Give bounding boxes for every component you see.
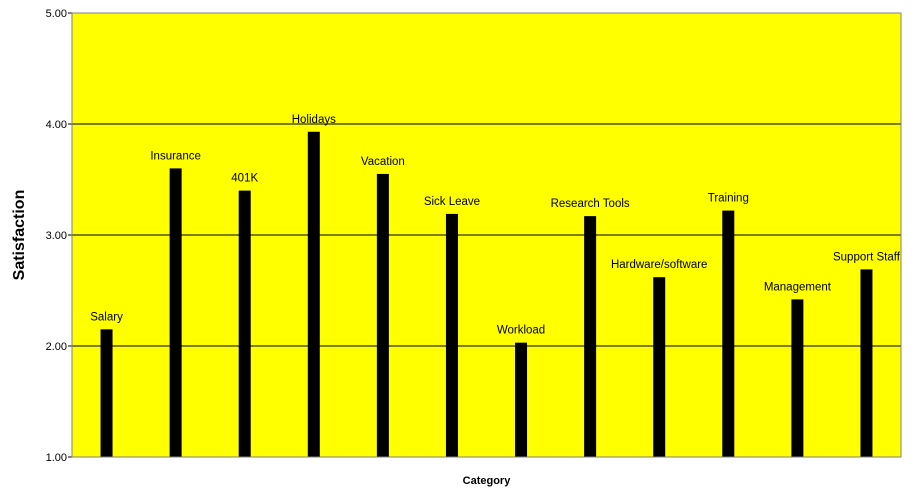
y-tick-label: 4.00 [46,119,67,131]
bar-label: Management [764,281,832,293]
bar-label: Insurance [150,150,201,162]
bar-training [722,210,735,457]
plot-border [71,12,902,458]
bar-label: Support Staff [833,251,901,263]
bars [100,131,873,457]
bar-labels: Salary Insurance 401K Holidays Vacation Sick … [90,114,900,337]
x-axis-title: Category [463,475,512,487]
bar-label: Holidays [292,114,336,126]
bar-research-tools [584,216,597,457]
bar-label: Hardware/software [611,259,708,271]
bar-label: Research Tools [551,198,630,210]
bar-label: Sick Leave [424,196,480,208]
gridlines [72,123,901,347]
bar-vacation [376,173,389,457]
y-tick-label: 5.00 [46,8,67,20]
y-tick-label: 1.00 [46,452,67,464]
bar-label: Training [708,193,749,205]
bar-label: 401K [231,173,258,185]
bar-insurance [169,168,182,457]
bar-workload [515,342,528,457]
y-axis-ticks: 1.00 2.00 3.00 4.00 5.00 [46,8,72,464]
y-tick-label: 3.00 [46,230,67,242]
bar-sick-leave [445,213,458,457]
bar-support-staff [860,269,873,457]
bar-401k [238,190,251,457]
bar-label: Salary [90,311,123,323]
y-axis-title: Satisfaction [11,190,28,281]
bar-holidays [307,131,320,457]
bar-salary [100,329,113,457]
bar-label: Vacation [361,156,405,168]
bar-management [791,299,804,457]
y-tick-label: 2.00 [46,341,67,353]
bar-hardware-software [653,277,666,457]
bar-label: Workload [497,325,545,337]
